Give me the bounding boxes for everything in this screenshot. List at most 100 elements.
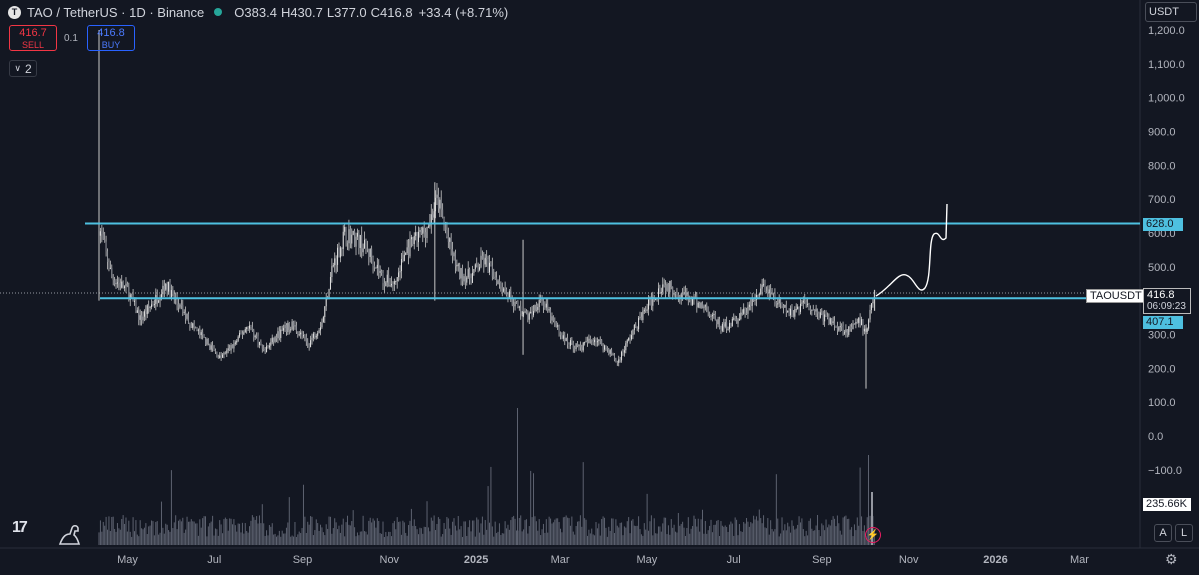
candle-body	[172, 290, 174, 295]
candle-body	[217, 357, 219, 359]
candle-body	[121, 281, 123, 288]
volume-bar	[582, 462, 584, 545]
volume-bar	[723, 526, 725, 545]
volume-bar	[405, 532, 407, 545]
tradingview-logo-icon[interactable]: 17	[12, 519, 28, 536]
volume-bar	[628, 517, 630, 545]
volume-bar	[781, 517, 783, 545]
volume-bar	[430, 517, 432, 545]
auto-scale-button[interactable]: A	[1154, 524, 1172, 542]
currency-select[interactable]: USDT	[1145, 2, 1197, 22]
indicators-toggle[interactable]: ∨ 2	[9, 60, 37, 77]
candle-body	[391, 283, 393, 286]
candle-body	[311, 337, 313, 341]
volume-bar	[815, 525, 817, 545]
volume-bar	[366, 534, 368, 545]
candle-body	[328, 288, 330, 299]
volume-bar	[332, 528, 334, 545]
volume-bar	[859, 467, 861, 545]
candle-body	[636, 327, 638, 330]
candle-body	[707, 306, 709, 312]
buy-label: BUY	[101, 40, 121, 50]
volume-bar	[577, 521, 579, 545]
volume-bar	[178, 520, 180, 545]
volume-bar	[801, 518, 803, 545]
candle-body	[848, 326, 850, 335]
volume-bar	[785, 530, 787, 545]
candle-body	[561, 335, 563, 339]
candle-body	[442, 209, 444, 219]
candle-body	[332, 265, 334, 267]
candle-body	[521, 314, 523, 316]
lightning-icon[interactable]: ⚡	[865, 527, 881, 543]
volume-bar	[703, 533, 705, 545]
volume-bar	[213, 535, 215, 545]
volume-bar	[166, 524, 168, 545]
volume-bar	[518, 518, 520, 545]
volume-bar	[845, 515, 847, 545]
candle-body	[444, 224, 446, 230]
volume-bar	[315, 519, 317, 545]
volume-bar	[721, 525, 723, 545]
gear-icon[interactable]: ⚙	[1165, 551, 1178, 567]
volume-bar	[794, 529, 796, 545]
volume-bar	[392, 523, 394, 545]
volume-bar	[134, 531, 135, 545]
volume-bar	[104, 525, 106, 545]
candle-body	[381, 271, 383, 273]
candle-body	[456, 264, 458, 267]
volume-bar	[791, 520, 793, 545]
volume-bar	[409, 520, 411, 545]
candle-body	[510, 291, 512, 297]
candle-body	[143, 311, 145, 317]
volume-bar	[290, 536, 292, 545]
time-tick-label: Sep	[812, 554, 832, 566]
candle-body	[738, 319, 740, 321]
volume-bar	[842, 517, 844, 545]
volume-bar	[310, 516, 312, 545]
candle-body	[807, 303, 809, 305]
volume-bar	[653, 518, 655, 545]
volume-bar	[381, 533, 383, 545]
volume-bar	[731, 523, 733, 545]
volume-bar	[261, 504, 263, 545]
volume-bar	[426, 501, 428, 545]
volume-bar	[170, 470, 172, 545]
candle-body	[602, 345, 604, 350]
candle-body	[578, 344, 580, 347]
volume-bar	[852, 536, 854, 545]
volume-bar	[101, 531, 103, 545]
volume-bar	[474, 536, 476, 545]
candle-body	[811, 309, 813, 311]
volume-bar	[619, 522, 621, 545]
candle-body	[400, 259, 402, 271]
volume-bar	[687, 517, 689, 545]
candle-body	[754, 299, 756, 302]
volume-bar	[356, 532, 358, 545]
candle-body	[596, 341, 598, 343]
candle-body	[186, 313, 188, 319]
candle-body	[126, 283, 128, 288]
volume-bar	[302, 484, 304, 545]
buy-button[interactable]: 416.8 BUY	[87, 25, 135, 51]
candle-body	[524, 310, 526, 314]
log-scale-button[interactable]: L	[1175, 524, 1193, 542]
candle-body	[443, 218, 445, 225]
chevron-down-icon: ∨	[14, 63, 21, 73]
price-tick-label: 1,000.0	[1148, 93, 1185, 105]
candle-body	[501, 286, 503, 292]
dino-icon[interactable]	[57, 522, 83, 546]
candle-body	[719, 319, 721, 329]
candle-body	[481, 255, 483, 260]
volume-bar	[427, 527, 429, 545]
volume-bar	[805, 530, 807, 545]
volume-bar	[298, 531, 300, 545]
candle-body	[162, 285, 164, 295]
volume-bar	[179, 519, 181, 545]
volume-bar	[412, 525, 414, 545]
symbol-title[interactable]: TAO / TetherUS · 1D · Binance	[27, 4, 205, 20]
volume-bar	[557, 518, 559, 545]
candle-body	[477, 266, 479, 270]
sell-button[interactable]: 416.7 SELL	[9, 25, 57, 51]
